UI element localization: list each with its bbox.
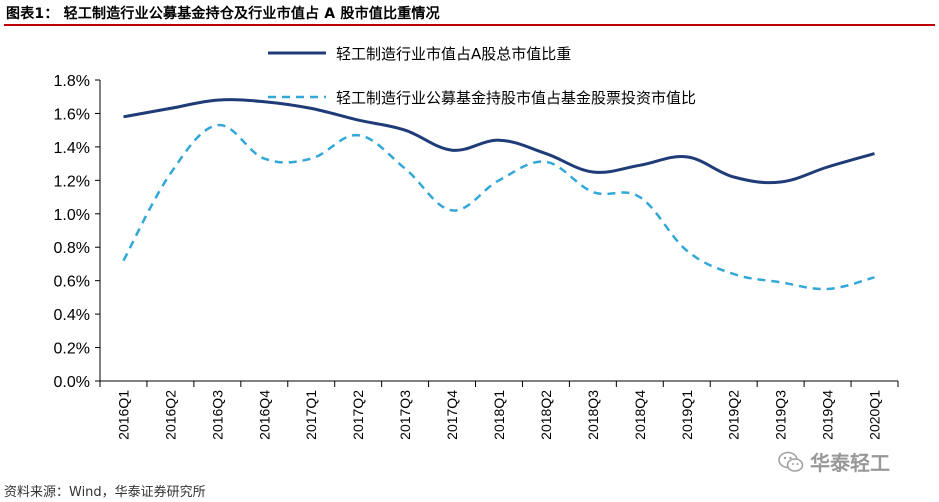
y-tick-label: 0.2% (54, 341, 90, 358)
y-tick-label: 0.4% (54, 307, 90, 324)
x-tick-label: 2016Q3 (209, 390, 225, 440)
x-tick-label: 2019Q4 (820, 390, 836, 440)
x-tick-label: 2020Q1 (867, 390, 883, 440)
x-tick-label: 2018Q1 (491, 390, 507, 440)
y-tick-label: 1.2% (54, 173, 90, 190)
y-tick-label: 1.8% (54, 73, 90, 90)
x-tick-label: 2019Q3 (773, 390, 789, 440)
x-tick-label: 2016Q4 (256, 390, 272, 440)
x-tick-label: 2017Q1 (303, 390, 319, 440)
x-tick-label: 2017Q2 (350, 390, 366, 440)
x-tick-label: 2017Q4 (444, 390, 460, 440)
series-line-dashed (122, 123, 875, 291)
series-lines (122, 98, 875, 291)
series-line-solid (123, 98, 875, 185)
y-tick-label: 1.6% (54, 106, 90, 123)
x-tick-label: 2018Q3 (585, 390, 601, 440)
y-tick-label: 0.0% (54, 374, 90, 391)
x-tick-label: 2016Q2 (162, 390, 178, 440)
x-tick-label: 2018Q2 (538, 390, 554, 440)
x-tick-label: 2016Q1 (115, 390, 131, 440)
wechat-icon (778, 451, 804, 472)
legend: 轻工制造行业市值占A股总市值比重 轻工制造行业公募基金持股市值占基金股票投资市值… (268, 45, 696, 107)
y-tick-label: 1.0% (54, 207, 90, 224)
y-tick-label: 0.8% (54, 240, 90, 257)
source-note: 资料来源：Wind，华泰证券研究所 (4, 485, 206, 500)
axes: 0.0% 0.2% 0.4% 0.6% 0.8% 1.0% 1.2% 1.4% 1.6% 1.8%… (54, 73, 899, 440)
x-tick-label: 2019Q1 (679, 390, 695, 440)
x-tick-label: 2019Q2 (726, 390, 742, 440)
y-tick-label: 0.6% (54, 274, 90, 291)
legend-label-dashed: 轻工制造行业公募基金持股市值占基金股票投资市值比 (336, 89, 696, 107)
x-tick-label: 2018Q4 (632, 390, 648, 440)
y-tick-label: 1.4% (54, 140, 90, 157)
figure-title: 图表1： 轻工制造行业公募基金持仓及行业市值占 A 股市值比重情况 (6, 6, 440, 22)
legend-label-solid: 轻工制造行业市值占A股总市值比重 (336, 45, 571, 63)
title-rule (4, 24, 935, 26)
watermark-text: 华泰轻工 (810, 451, 890, 475)
x-tick-label: 2017Q3 (397, 390, 413, 440)
wechat-watermark: 华泰轻工 (778, 447, 890, 476)
